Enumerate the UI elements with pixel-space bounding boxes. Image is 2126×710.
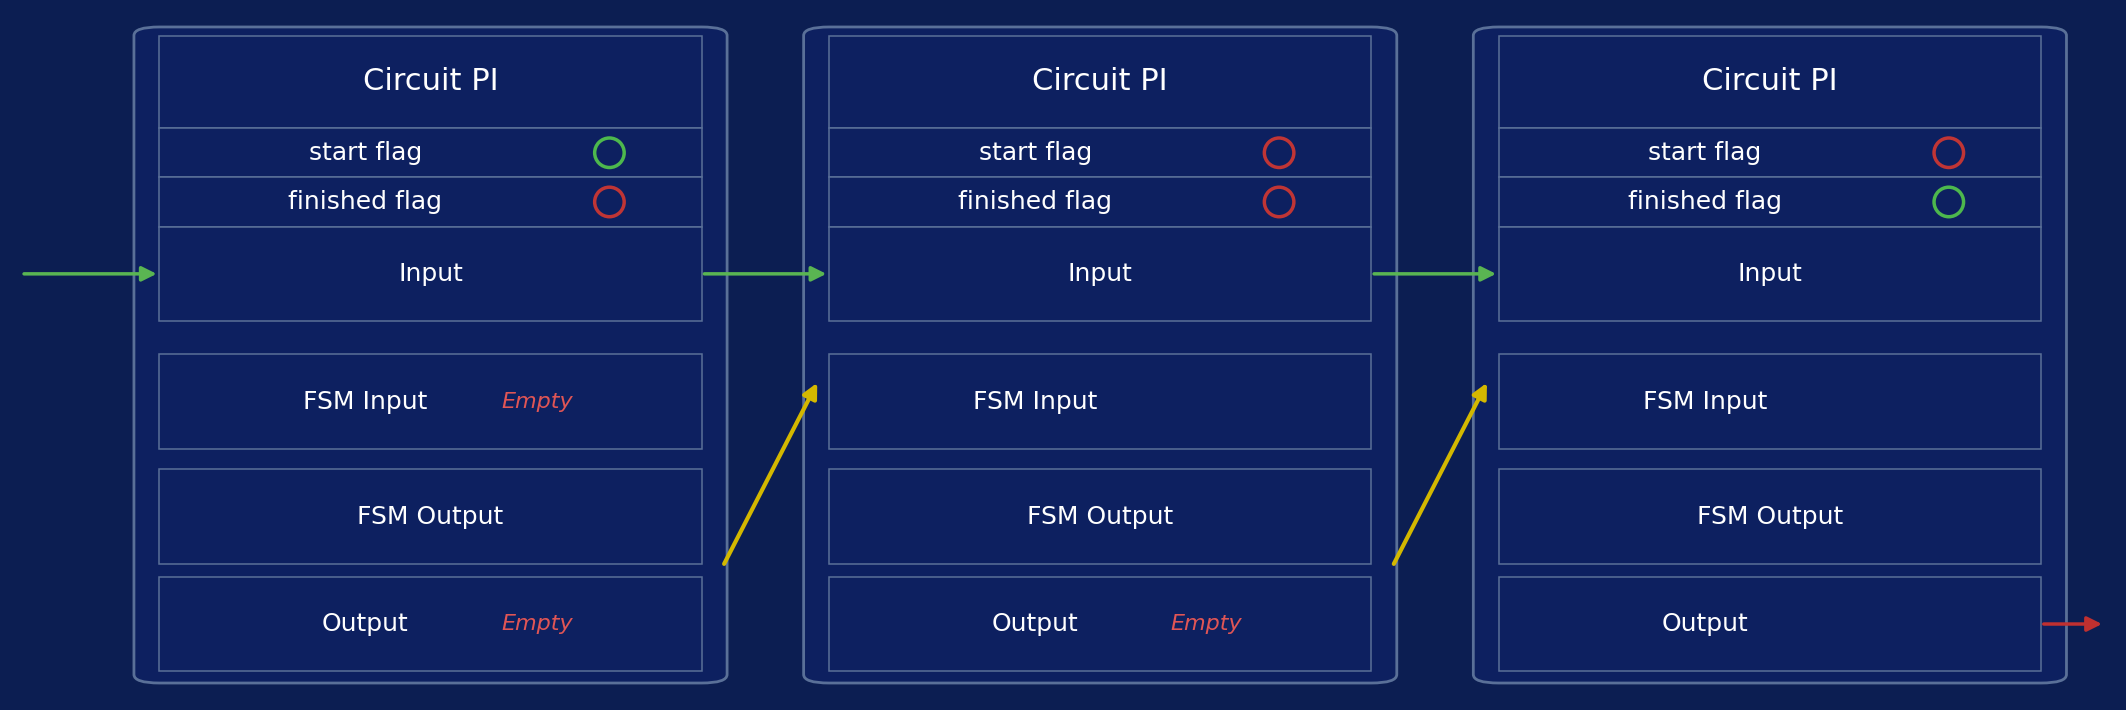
Text: Circuit PI: Circuit PI xyxy=(1033,67,1167,97)
FancyBboxPatch shape xyxy=(829,178,1371,226)
FancyBboxPatch shape xyxy=(1499,178,2041,226)
Text: Output: Output xyxy=(321,612,408,636)
FancyBboxPatch shape xyxy=(159,226,702,321)
Text: Output: Output xyxy=(991,612,1078,636)
Text: Input: Input xyxy=(1737,262,1803,286)
FancyBboxPatch shape xyxy=(1499,226,2041,321)
Text: start flag: start flag xyxy=(308,141,423,165)
Text: start flag: start flag xyxy=(1648,141,1762,165)
Text: FSM Input: FSM Input xyxy=(304,390,427,414)
FancyBboxPatch shape xyxy=(1499,577,2041,672)
FancyBboxPatch shape xyxy=(159,36,702,128)
FancyBboxPatch shape xyxy=(829,128,1371,178)
FancyBboxPatch shape xyxy=(1473,27,2066,683)
Text: FSM Output: FSM Output xyxy=(357,505,504,529)
Text: Empty: Empty xyxy=(502,392,572,412)
Text: FSM Input: FSM Input xyxy=(1643,390,1767,414)
Text: Circuit PI: Circuit PI xyxy=(1703,67,1837,97)
FancyBboxPatch shape xyxy=(134,27,727,683)
FancyBboxPatch shape xyxy=(1499,469,2041,564)
Text: Empty: Empty xyxy=(1171,614,1242,634)
FancyBboxPatch shape xyxy=(829,36,1371,128)
Text: Output: Output xyxy=(1660,612,1748,636)
FancyBboxPatch shape xyxy=(159,128,702,178)
FancyBboxPatch shape xyxy=(829,577,1371,672)
FancyBboxPatch shape xyxy=(804,27,1397,683)
FancyBboxPatch shape xyxy=(829,354,1371,449)
FancyBboxPatch shape xyxy=(829,469,1371,564)
Text: FSM Output: FSM Output xyxy=(1697,505,1843,529)
FancyBboxPatch shape xyxy=(159,577,702,672)
Text: Input: Input xyxy=(1067,262,1133,286)
FancyBboxPatch shape xyxy=(159,354,702,449)
Text: FSM Output: FSM Output xyxy=(1027,505,1174,529)
Text: finished flag: finished flag xyxy=(959,190,1112,214)
FancyBboxPatch shape xyxy=(1499,128,2041,178)
Text: finished flag: finished flag xyxy=(1629,190,1782,214)
Text: start flag: start flag xyxy=(978,141,1093,165)
Text: FSM Input: FSM Input xyxy=(974,390,1097,414)
FancyBboxPatch shape xyxy=(829,226,1371,321)
Text: Empty: Empty xyxy=(502,614,572,634)
FancyBboxPatch shape xyxy=(1499,36,2041,128)
FancyBboxPatch shape xyxy=(1499,354,2041,449)
Text: Input: Input xyxy=(398,262,463,286)
Text: finished flag: finished flag xyxy=(289,190,442,214)
FancyBboxPatch shape xyxy=(159,178,702,226)
FancyBboxPatch shape xyxy=(159,469,702,564)
Text: Circuit PI: Circuit PI xyxy=(364,67,497,97)
